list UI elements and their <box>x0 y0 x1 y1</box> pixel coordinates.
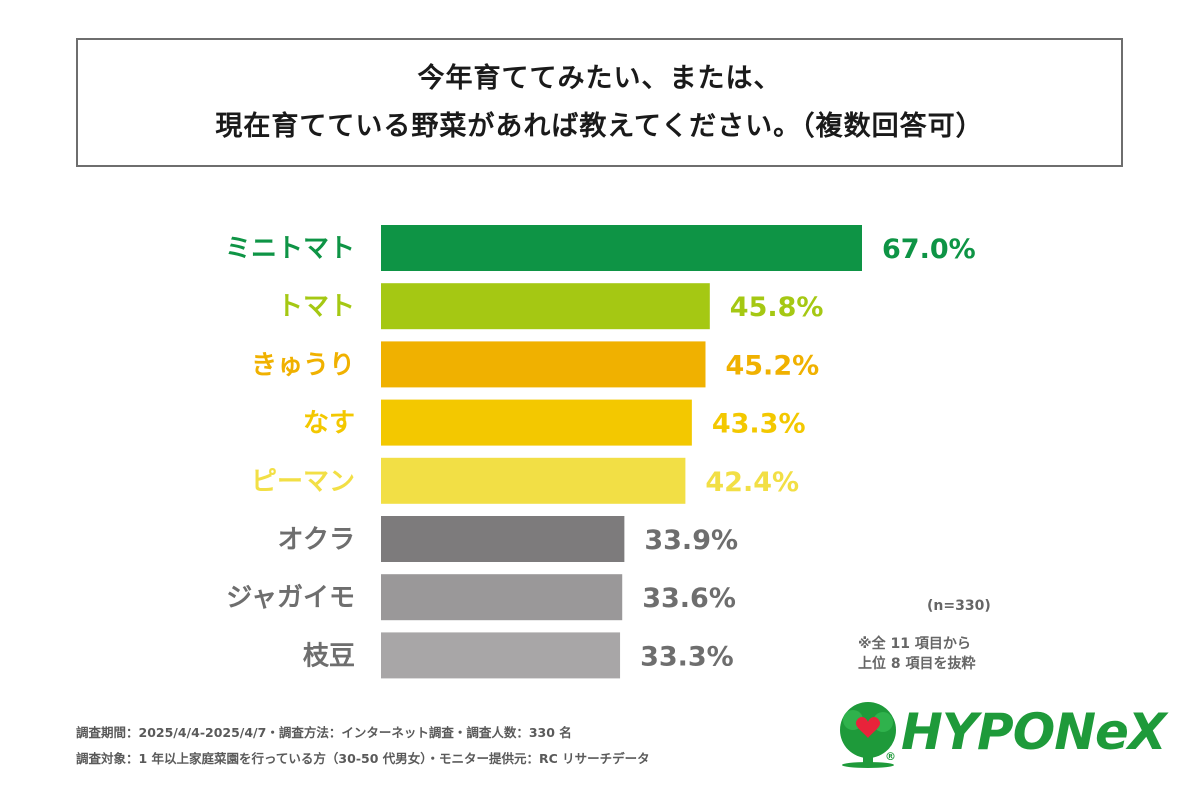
registered-mark-1: ® <box>885 750 896 763</box>
excerpt-note-line-2: 上位 8 項目を抜粋 <box>858 656 976 672</box>
value-label-5: 42.4% <box>705 467 799 498</box>
category-label-1: ミニトマト <box>225 234 355 264</box>
bar-chart: ミニトマト 67.0% トマト 45.8% きゅうり 45.2% なす 43.3% ピーマン 42… <box>225 225 976 679</box>
bar-8 <box>381 632 621 679</box>
category-label-7: ジャガイモ <box>226 583 355 613</box>
value-label-7: 33.6% <box>642 583 736 614</box>
bar-4 <box>381 399 692 446</box>
hyponex-logo: HYPONeX ® ® <box>833 700 1167 768</box>
bar-7 <box>381 574 623 621</box>
tree-heart-icon <box>840 702 896 768</box>
bar-2 <box>381 283 710 330</box>
category-label-2: トマト <box>277 292 355 322</box>
category-label-6: オクラ <box>278 525 355 555</box>
title-line-1: 今年育ててみたい、または、 <box>417 62 782 94</box>
category-label-3: きゅうり <box>251 350 355 380</box>
footer-survey-target: 調査対象：1 年以上家庭菜園を行っている方（30-50 代男女）・モニター提供元… <box>76 751 650 766</box>
category-label-8: 枝豆 <box>303 641 355 671</box>
title-line-2: 現在育てている野菜があれば教えてください。（複数回答可） <box>215 110 984 142</box>
category-label-4: なす <box>303 409 355 439</box>
sample-size-note: (n=330) <box>927 598 991 614</box>
bar-6 <box>381 516 625 562</box>
footer-survey-period: 調査期間：2025/4/4-2025/4/7・調査方法：インターネット調査・調査… <box>76 725 572 740</box>
value-label-4: 43.3% <box>712 409 806 440</box>
value-label-6: 33.9% <box>644 525 738 556</box>
title-box: 今年育ててみたい、または、 現在育てている野菜があれば教えてください。（複数回答… <box>76 38 1123 167</box>
value-label-2: 45.8% <box>730 292 824 323</box>
bar-1 <box>381 225 862 271</box>
value-label-1: 67.0% <box>882 234 976 265</box>
logo-wordmark: HYPONeX <box>901 703 1167 761</box>
value-label-3: 45.2% <box>725 350 819 381</box>
category-label-5: ピーマン <box>251 467 355 497</box>
bar-3 <box>381 341 706 388</box>
bar-5 <box>381 457 686 504</box>
value-label-8: 33.3% <box>640 641 734 672</box>
registered-mark-2: ® <box>1117 722 1128 735</box>
excerpt-note-line-1: ※全 11 項目から <box>858 636 971 652</box>
